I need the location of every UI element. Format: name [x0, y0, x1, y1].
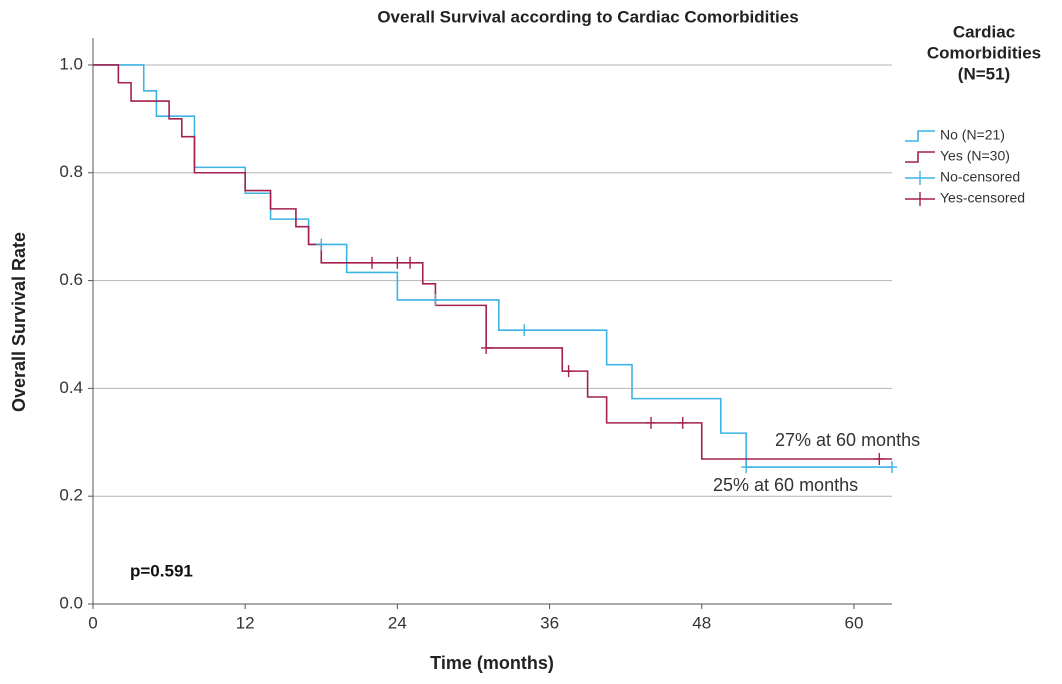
survival-line: [93, 64, 892, 460]
annotation: 27% at 60 months: [775, 430, 920, 450]
legend-label: Yes-censored: [940, 190, 1025, 206]
censor-mark: [646, 416, 657, 429]
y-tick-label: 0.2: [59, 486, 83, 505]
y-tick-label: 0.8: [59, 162, 83, 181]
y-tick-label: 1.0: [59, 54, 83, 73]
x-tick-label: 48: [692, 613, 711, 632]
censor-mark: [392, 256, 403, 269]
annotation: 25% at 60 months: [713, 475, 858, 495]
censor-mark: [316, 238, 327, 251]
censor-mark: [563, 365, 574, 378]
censor-mark: [677, 416, 688, 429]
censor-mark: [741, 461, 752, 474]
censor-mark: [367, 256, 378, 269]
legend-label: Yes (N=30): [940, 148, 1010, 164]
censor-mark: [481, 341, 492, 354]
legend-title: Comorbidities: [927, 43, 1041, 62]
y-axis-label: Overall Survival Rate: [9, 232, 29, 412]
survival-line: [93, 64, 892, 468]
censor-mark: [430, 293, 441, 306]
legend-title: (N=51): [958, 64, 1010, 83]
censor-mark: [874, 452, 885, 465]
legend-swatch: [905, 130, 935, 142]
y-tick-label: 0.0: [59, 593, 83, 612]
y-tick-label: 0.4: [59, 378, 83, 397]
x-axis-label: Time (months): [430, 653, 554, 673]
censor-mark: [405, 256, 416, 269]
y-tick-label: 0.6: [59, 270, 83, 289]
annotation: p=0.591: [130, 561, 193, 580]
legend-label: No (N=21): [940, 127, 1005, 143]
x-tick-label: 36: [540, 613, 559, 632]
x-tick-label: 0: [88, 613, 97, 632]
legend-label: No-censored: [940, 169, 1020, 185]
censor-mark: [519, 324, 530, 337]
censor-mark: [887, 461, 897, 474]
chart-title: Overall Survival according to Cardiac Co…: [377, 7, 798, 26]
legend-title: Cardiac: [953, 22, 1015, 41]
x-tick-label: 12: [236, 613, 255, 632]
legend-swatch: [905, 151, 935, 163]
x-tick-label: 60: [844, 613, 863, 632]
x-tick-label: 24: [388, 613, 407, 632]
